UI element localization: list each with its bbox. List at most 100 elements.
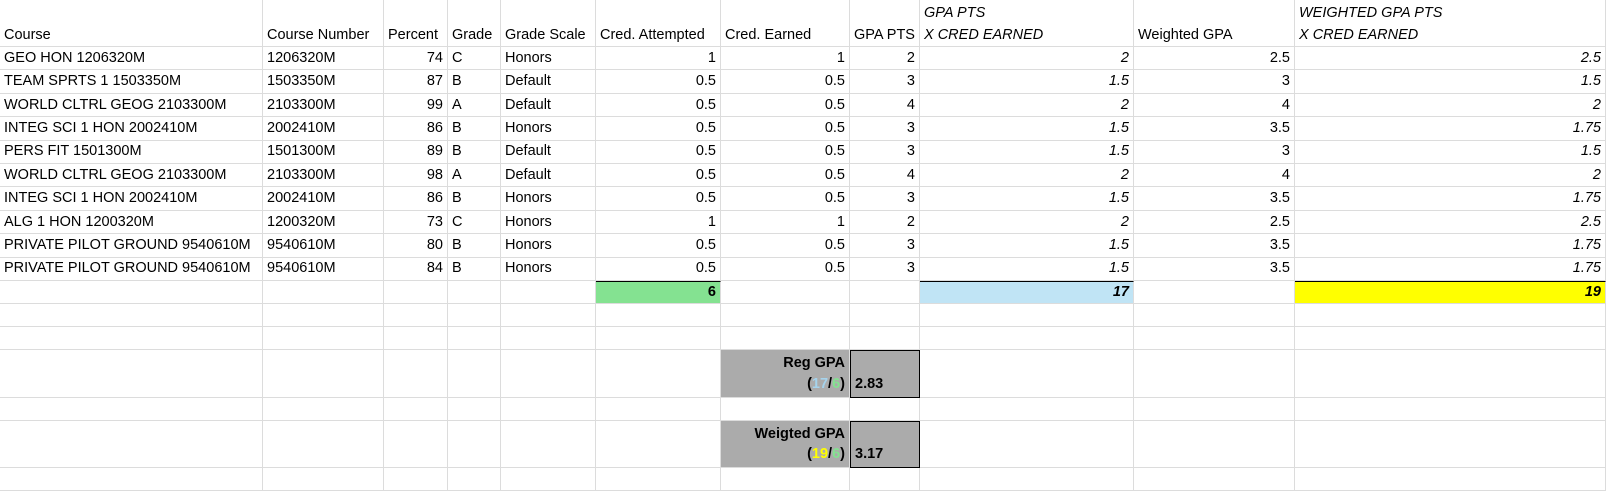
- cell-course[interactable]: PRIVATE PILOT GROUND 9540610M: [0, 257, 263, 281]
- cell-percent[interactable]: 86: [384, 117, 448, 141]
- reg-gpa-value[interactable]: 2.83: [850, 350, 920, 398]
- cell-gpa-x-cred[interactable]: 1.5: [920, 234, 1134, 258]
- empty-cell[interactable]: [384, 468, 448, 491]
- empty-cell[interactable]: [0, 398, 263, 421]
- cell-course-number[interactable]: 2002410M: [263, 187, 384, 211]
- cell-course[interactable]: PERS FIT 1501300M: [0, 140, 263, 164]
- cell-grade-scale[interactable]: Default: [501, 164, 596, 188]
- empty-cell[interactable]: [448, 327, 501, 350]
- empty-cell[interactable]: [850, 398, 920, 421]
- empty-cell[interactable]: [263, 327, 384, 350]
- cell-grade[interactable]: A: [448, 164, 501, 188]
- cell-cred-earned[interactable]: 0.5: [721, 234, 850, 258]
- cell-cred-earned[interactable]: 0.5: [721, 140, 850, 164]
- cell-cred-earned[interactable]: 0.5: [721, 93, 850, 118]
- empty-cell[interactable]: [721, 468, 850, 491]
- cell-cred-earned[interactable]: 1: [721, 210, 850, 235]
- cell-course-number[interactable]: 9540610M: [263, 234, 384, 258]
- header-gpa-x-cred[interactable]: GPA PTS X CRED EARNED: [920, 0, 1134, 47]
- empty-cell[interactable]: [596, 398, 721, 421]
- empty-cell[interactable]: [920, 468, 1134, 491]
- cell-grade-scale[interactable]: Honors: [501, 187, 596, 211]
- cell-cred-attempted[interactable]: 0.5: [596, 257, 721, 281]
- cell-cred-attempted[interactable]: 0.5: [596, 117, 721, 141]
- header-course-number[interactable]: Course Number: [263, 0, 384, 47]
- empty-cell[interactable]: [850, 304, 920, 327]
- cell-cred-attempted[interactable]: 1: [596, 210, 721, 235]
- cell-wgpa-x-cred[interactable]: 1.75: [1295, 234, 1606, 258]
- empty-cell[interactable]: [448, 398, 501, 421]
- cell-cred-earned[interactable]: 0.5: [721, 70, 850, 94]
- empty-cell[interactable]: [920, 327, 1134, 350]
- empty-cell[interactable]: [263, 304, 384, 327]
- empty-cell[interactable]: [1134, 350, 1295, 398]
- cell-cred-earned[interactable]: 0.5: [721, 257, 850, 281]
- cell-percent[interactable]: 98: [384, 164, 448, 188]
- cell-course[interactable]: INTEG SCI 1 HON 2002410M: [0, 117, 263, 141]
- cell-cred-attempted[interactable]: 0.5: [596, 70, 721, 94]
- cell-gpa-pts[interactable]: 3: [850, 234, 920, 258]
- cell-grade-scale[interactable]: Default: [501, 140, 596, 164]
- empty-cell[interactable]: [501, 350, 596, 398]
- cell-gpa-pts[interactable]: 4: [850, 93, 920, 118]
- cell-gpa-x-cred[interactable]: 1.5: [920, 140, 1134, 164]
- cell-wgpa-x-cred[interactable]: 2.5: [1295, 210, 1606, 235]
- cell-percent[interactable]: 86: [384, 187, 448, 211]
- cell-course-number[interactable]: 1200320M: [263, 210, 384, 235]
- header-course[interactable]: Course: [0, 0, 263, 47]
- empty-cell[interactable]: [1134, 421, 1295, 468]
- cell-course-number[interactable]: 2103300M: [263, 93, 384, 118]
- cell-gpa-x-cred[interactable]: 1.5: [920, 257, 1134, 281]
- empty-cell[interactable]: [0, 468, 263, 491]
- empty-cell[interactable]: [596, 350, 721, 398]
- empty-cell[interactable]: [384, 327, 448, 350]
- cell-grade[interactable]: B: [448, 117, 501, 141]
- empty-cell[interactable]: [384, 304, 448, 327]
- cell-weighted-gpa[interactable]: 3.5: [1134, 257, 1295, 281]
- cell-course-number[interactable]: 1503350M: [263, 70, 384, 94]
- cell-gpa-x-cred[interactable]: 1.5: [920, 117, 1134, 141]
- cell-grade-scale[interactable]: Honors: [501, 47, 596, 71]
- cell-grade[interactable]: B: [448, 140, 501, 164]
- header-cred-earned[interactable]: Cred. Earned: [721, 0, 850, 47]
- cell-grade-scale[interactable]: Honors: [501, 257, 596, 281]
- total-cred-attempted[interactable]: 6: [596, 281, 721, 304]
- empty-cell[interactable]: [1134, 327, 1295, 350]
- cell-gpa-x-cred[interactable]: 1.5: [920, 187, 1134, 211]
- empty-cell[interactable]: [501, 327, 596, 350]
- header-gpa-pts[interactable]: GPA PTS: [850, 0, 920, 47]
- empty-cell[interactable]: [263, 468, 384, 491]
- empty-cell[interactable]: [0, 281, 263, 304]
- cell-gpa-pts[interactable]: 3: [850, 70, 920, 94]
- cell-weighted-gpa[interactable]: 2.5: [1134, 47, 1295, 71]
- cell-grade-scale[interactable]: Honors: [501, 234, 596, 258]
- empty-cell[interactable]: [850, 281, 920, 304]
- empty-cell[interactable]: [920, 350, 1134, 398]
- cell-gpa-pts[interactable]: 4: [850, 164, 920, 188]
- cell-wgpa-x-cred[interactable]: 1.5: [1295, 140, 1606, 164]
- cell-weighted-gpa[interactable]: 3: [1134, 70, 1295, 94]
- empty-cell[interactable]: [596, 304, 721, 327]
- cell-gpa-pts[interactable]: 2: [850, 47, 920, 71]
- cell-gpa-x-cred[interactable]: 2: [920, 210, 1134, 235]
- cell-percent[interactable]: 80: [384, 234, 448, 258]
- weighted-gpa-label-cell[interactable]: Weigted GPA (19/6): [721, 421, 850, 468]
- empty-cell[interactable]: [596, 468, 721, 491]
- cell-grade[interactable]: A: [448, 93, 501, 118]
- cell-course-number[interactable]: 1501300M: [263, 140, 384, 164]
- empty-cell[interactable]: [263, 350, 384, 398]
- empty-cell[interactable]: [384, 398, 448, 421]
- cell-cred-attempted[interactable]: 0.5: [596, 140, 721, 164]
- cell-gpa-x-cred[interactable]: 1.5: [920, 70, 1134, 94]
- cell-cred-attempted[interactable]: 0.5: [596, 187, 721, 211]
- cell-grade-scale[interactable]: Default: [501, 70, 596, 94]
- empty-cell[interactable]: [596, 327, 721, 350]
- empty-cell[interactable]: [721, 398, 850, 421]
- empty-cell[interactable]: [920, 421, 1134, 468]
- cell-gpa-x-cred[interactable]: 2: [920, 164, 1134, 188]
- empty-cell[interactable]: [0, 350, 263, 398]
- empty-cell[interactable]: [1295, 468, 1606, 491]
- cell-wgpa-x-cred[interactable]: 1.75: [1295, 117, 1606, 141]
- cell-weighted-gpa[interactable]: 3.5: [1134, 234, 1295, 258]
- empty-cell[interactable]: [0, 304, 263, 327]
